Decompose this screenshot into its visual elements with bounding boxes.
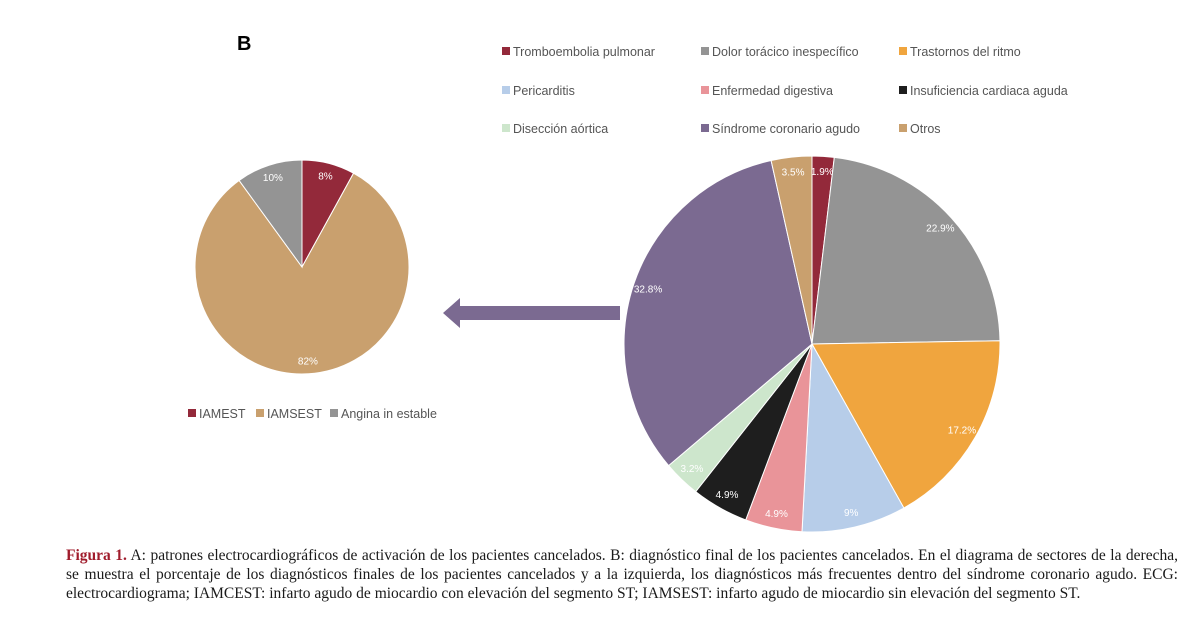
right-legend-swatch-6 [502,124,510,132]
right-slice-2 [811,340,1001,509]
right-legend-swatch-0 [502,47,510,55]
right-legend-label-0: Tromboembolia pulmonar [513,45,655,59]
right-slice-7 [623,159,813,467]
right-slice-label-6: 3.2% [681,464,704,475]
right-slice-3 [801,342,905,533]
pie-chart-left: 8% 82% 10% [194,159,410,375]
right-legend-swatch-5 [899,86,907,94]
left-slice-2 [238,159,303,269]
legend-right: Tromboembolia pulmonar Dolor torácico ine… [502,45,1068,136]
left-legend-swatch-0 [188,409,196,417]
right-legend-label-8: Otros [910,122,941,136]
figure-caption: Figura 1. A: patrones electrocardiográfi… [66,546,1178,603]
right-legend-label-6: Disección aórtica [513,122,608,136]
left-slice-1 [194,172,410,375]
right-slice-8 [770,155,813,345]
right-slice-label-2: 17.2% [948,426,976,437]
right-legend-label-2: Trastornos del ritmo [910,45,1021,59]
left-legend-label-1: IAMSEST [267,407,322,421]
legend-left: IAMEST IAMSEST Angina in estable [188,407,437,421]
right-legend-swatch-7 [701,124,709,132]
right-legend-swatch-4 [701,86,709,94]
right-slice-label-5: 4.9% [716,490,739,501]
right-slice-label-7: 32.8% [634,284,662,295]
panel-letter: B [237,33,251,55]
caption-text: A: patrones electrocardiográficos de act… [66,547,1178,602]
left-legend-label-2: Angina in estable [341,407,437,421]
right-legend-label-5: Insuficiencia cardiaca aguda [910,84,1068,98]
right-slice-label-4: 4.9% [765,509,788,520]
left-legend-label-0: IAMEST [199,407,246,421]
right-legend-label-7: Síndrome coronario agudo [712,122,860,136]
left-slice-label-2: 10% [263,173,283,184]
right-slice-label-1: 22.9% [926,224,954,235]
left-legend-swatch-2 [330,409,338,417]
figure-svg: B 8% 82% 10% IAMEST IAMSEST Angina in establ… [188,33,1068,533]
right-legend-label-4: Enfermedad digestiva [712,84,833,98]
right-legend-swatch-8 [899,124,907,132]
right-legend-label-3: Pericarditis [513,84,575,98]
right-legend-swatch-1 [701,47,709,55]
right-slice-label-0: 1.9% [811,167,834,178]
left-slice-label-0: 8% [318,171,333,182]
right-slice-label-3: 9% [844,508,859,519]
right-legend-swatch-2 [899,47,907,55]
left-legend-swatch-1 [256,409,264,417]
right-slice-label-8: 3.5% [782,168,805,179]
right-legend-swatch-3 [502,86,510,94]
caption-label: Figura 1. [66,547,127,564]
pie-chart-right: 1.9% 22.9% 17.2% 9% 4.9% 4.9% 3.2% 32.8% 3.5% [623,155,1001,533]
right-legend-label-1: Dolor torácico inespecífico [712,45,859,59]
left-arrow-icon [443,298,620,328]
right-slice-1 [811,156,1001,345]
left-slice-label-1: 82% [298,356,318,367]
